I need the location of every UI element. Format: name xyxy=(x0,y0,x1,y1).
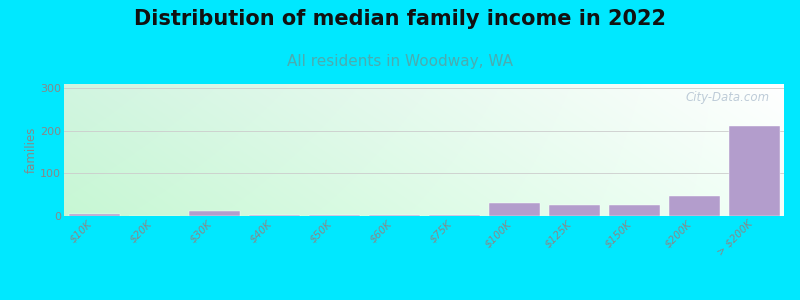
Text: City-Data.com: City-Data.com xyxy=(686,91,770,103)
Bar xyxy=(729,126,779,216)
Text: All residents in Woodway, WA: All residents in Woodway, WA xyxy=(287,54,513,69)
Bar xyxy=(669,196,719,216)
Text: Distribution of median family income in 2022: Distribution of median family income in … xyxy=(134,9,666,29)
Bar xyxy=(609,206,659,216)
Bar xyxy=(549,205,599,216)
Bar xyxy=(429,215,479,216)
Bar xyxy=(189,211,239,216)
Y-axis label: families: families xyxy=(24,127,38,173)
Bar xyxy=(369,215,419,216)
Bar xyxy=(489,203,539,216)
Bar xyxy=(69,214,119,216)
Bar xyxy=(249,215,299,216)
Bar xyxy=(309,215,359,216)
